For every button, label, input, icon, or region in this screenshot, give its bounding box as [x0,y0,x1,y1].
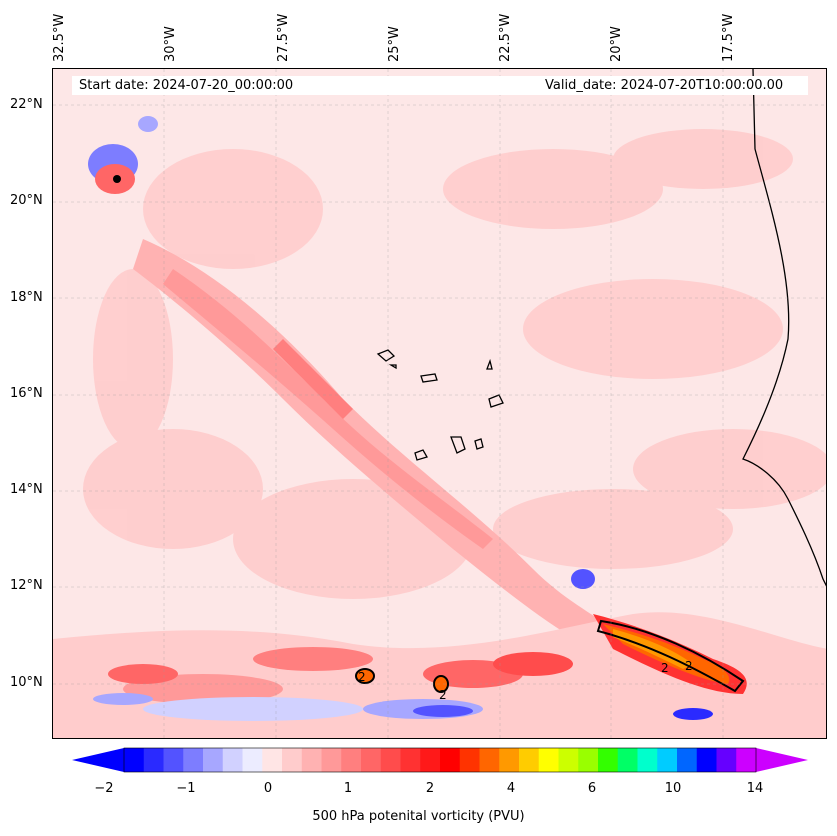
colorbar-cell [183,748,204,772]
lon-label-20w: 20°W [609,26,624,62]
colorbar-cell [124,748,145,772]
colorbar-title: 500 hPa potenital vorticity (PVU) [312,809,525,824]
pv-eastern-streak [593,614,747,694]
colorbar-cell [203,748,224,772]
lat-label-14n: 14°N [10,482,43,497]
lat-label-10n: 10°N [10,675,43,690]
lon-label-30w: 30°W [163,26,178,62]
lat-label-22n: 22°N [10,97,43,112]
colorbar-cell [677,748,698,772]
lat-label-12n: 12°N [10,578,43,593]
colorbar-tick-label: 2 [425,781,435,796]
colorbar-cell [538,748,559,772]
lon-label-27-5w: 27.5°W [276,13,291,62]
pv-light-regions [83,129,826,599]
colorbar-tick-label: 4 [506,781,516,796]
colorbar-cell [341,748,362,772]
colorbar-cell [519,748,540,772]
lon-label-17-5w: 17.5°W [721,13,736,62]
africa-coastline [742,69,826,587]
colorbar-tick-label: 1 [343,781,353,796]
colorbar-tick-label: −1 [176,781,196,796]
contour-label: 2 [358,670,366,684]
map-gridlines [53,69,826,738]
colorbar-cell [657,748,678,772]
colorbar-cell [380,748,401,772]
colorbar-cell [321,748,342,772]
contour-label: 2 [685,659,693,673]
valid-date-text: Valid_date: 2024-07-20T10:00:00.00 [545,78,784,93]
colorbar-cell [459,748,480,772]
colorbar-tick-label: 0 [263,781,273,796]
colorbar-max-arrow [756,748,808,772]
colorbar-cell [637,748,658,772]
colorbar-cell [716,748,737,772]
lat-label-16n: 16°N [10,386,43,401]
colorbar-cell [420,748,441,772]
colorbar [72,747,808,773]
pv-contour-blobs [355,668,449,693]
colorbar-cell [479,748,500,772]
colorbar-cell [301,748,322,772]
date-info-bar [72,76,808,95]
colorbar-cells [124,748,757,772]
start-date-text: Start date: 2024-07-20_00:00:00 [79,78,294,93]
colorbar-cell [736,748,757,772]
colorbar-cell [143,748,164,772]
contour-label: 2 [439,688,447,702]
colorbar-min-arrow [72,748,124,772]
colorbar-tick-label: 10 [664,781,682,796]
lat-label-18n: 18°N [10,290,43,305]
lat-label-20n: 20°N [10,193,43,208]
colorbar-cell [282,748,303,772]
colorbar-cell [262,748,283,772]
lon-label-22-5w: 22.5°W [498,13,513,62]
colorbar-cell [696,748,717,772]
pv-northwest-vortex [88,116,158,194]
colorbar-cell [558,748,579,772]
colorbar-cell [163,748,184,772]
colorbar-tick-label: 6 [587,781,597,796]
colorbar-cell [578,748,599,772]
colorbar-cell [617,748,638,772]
cape-verde-islands [376,349,504,461]
colorbar-cell [598,748,619,772]
lon-label-25w: 25°W [387,26,402,62]
colorbar-cell [222,748,243,772]
colorbar-cell [242,748,263,772]
lon-label-32-5w: 32.5°W [52,13,67,62]
colorbar-cell [440,748,461,772]
colorbar-tick-label: −2 [94,781,114,796]
colorbar-cell [400,748,421,772]
colorbar-cell [361,748,382,772]
map-panel: 2 2 2 2 [52,68,827,739]
contour-label: 2 [661,661,669,675]
pv-diagonal-band [133,239,613,649]
pv-field-map: 2 2 2 2 [53,69,826,738]
colorbar-tick-label: 14 [746,781,764,796]
colorbar-cell [499,748,520,772]
